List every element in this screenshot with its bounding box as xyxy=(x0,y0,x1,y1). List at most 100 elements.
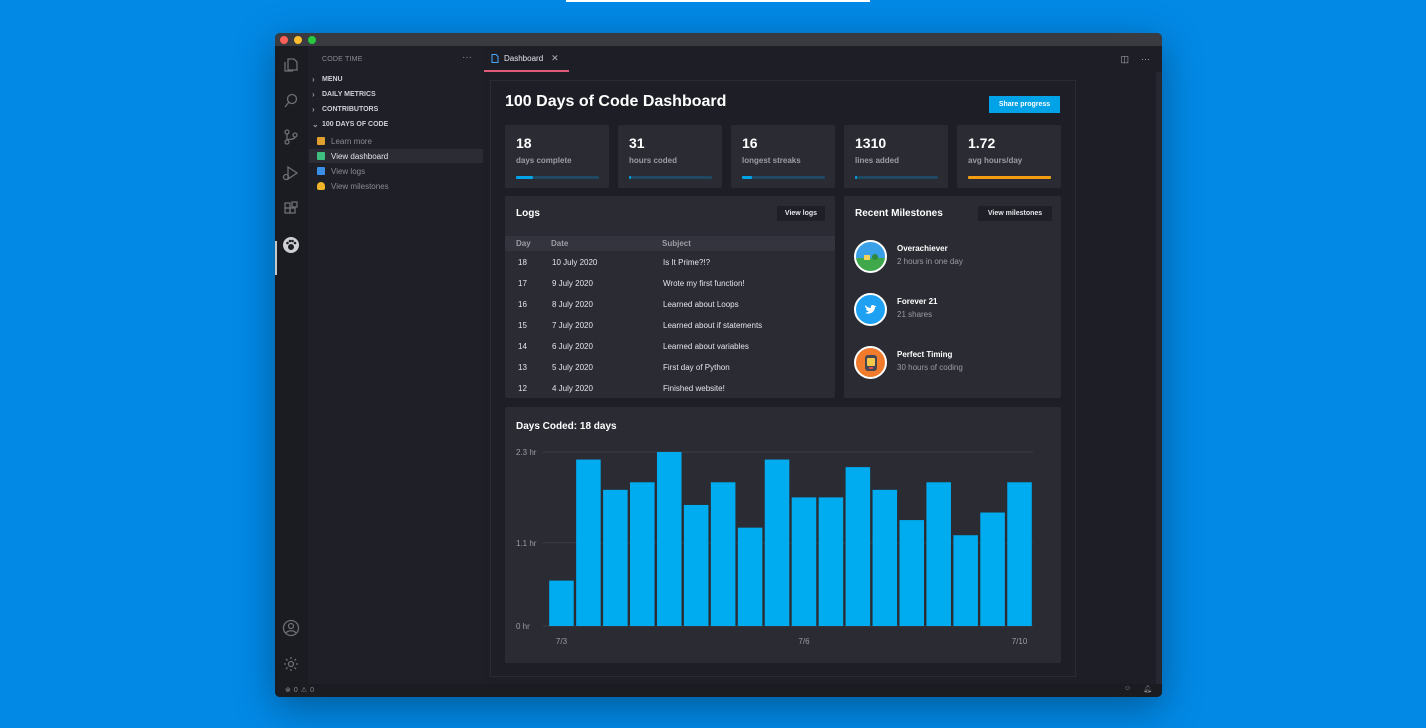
section-menu-label: MENU xyxy=(322,76,343,83)
table-row[interactable]: 16 8 July 2020 Learned about Loops xyxy=(505,293,835,314)
chart-bar xyxy=(737,527,763,626)
milestone-title: Perfect Timing xyxy=(897,350,953,359)
table-row[interactable]: 18 10 July 2020 Is It Prime?!? xyxy=(505,251,835,272)
error-icon: ⊗ xyxy=(285,687,291,694)
milestone-item[interactable]: Overachiever 2 hours in one day xyxy=(854,236,1054,276)
more-actions-icon[interactable]: ··· xyxy=(462,52,472,63)
chart-bar xyxy=(764,459,790,626)
view-logs-button[interactable]: View logs xyxy=(777,206,825,221)
section-menu[interactable]: › MENU xyxy=(312,75,343,84)
chart-bar xyxy=(1007,482,1032,626)
run-debug-icon[interactable] xyxy=(282,164,300,182)
chevron-down-icon: ⌄ xyxy=(312,120,319,129)
stat-progress-track xyxy=(516,176,599,179)
cell-date: 4 July 2020 xyxy=(552,384,593,393)
more-actions-icon[interactable]: ··· xyxy=(1141,54,1150,64)
section-contributors[interactable]: › CONTRIBUTORS xyxy=(312,105,378,114)
tab-dashboard[interactable]: Dashboard ✕ xyxy=(484,46,569,72)
stat-progress-track xyxy=(968,176,1051,179)
milestone-title: Overachiever xyxy=(897,244,948,253)
cell-day: 15 xyxy=(518,321,527,330)
chevron-right-icon: › xyxy=(312,105,315,114)
notifications-bell-icon[interactable]: 🔔︎ xyxy=(1143,686,1152,693)
explorer-icon[interactable] xyxy=(282,56,300,74)
top-edge-strip xyxy=(566,0,870,2)
table-row[interactable]: 14 6 July 2020 Learned about variables xyxy=(505,335,835,356)
sidebar-item-label: View logs xyxy=(331,166,366,176)
milestone-item[interactable]: Perfect Timing 30 hours of coding xyxy=(854,342,1054,382)
milestone-subtitle: 30 hours of coding xyxy=(897,363,963,372)
stat-card-avg-hours: 1.72 avg hours/day xyxy=(957,125,1061,188)
stat-label: hours coded xyxy=(629,156,678,165)
milestone-item[interactable]: Forever 21 21 shares xyxy=(854,289,1054,329)
sidebar-item-view-dashboard[interactable]: View dashboard xyxy=(309,149,483,163)
warning-icon: ⚠ xyxy=(300,687,308,694)
view-milestones-button[interactable]: View milestones xyxy=(978,206,1052,221)
logs-table-header: Day Date Subject xyxy=(505,236,835,251)
code-time-paw-icon[interactable] xyxy=(282,236,300,254)
section-daily-metrics[interactable]: › DAILY METRICS xyxy=(312,90,376,99)
section-daily-metrics-label: DAILY METRICS xyxy=(322,91,376,98)
file-icon xyxy=(491,53,499,63)
chart-bar xyxy=(845,467,871,626)
trophy-icon xyxy=(317,182,325,190)
stat-label: avg hours/day xyxy=(968,156,1023,165)
section-100-days-label: 100 DAYS OF CODE xyxy=(322,121,389,128)
error-count: 0 xyxy=(293,686,298,694)
stat-value: 18 xyxy=(516,135,532,151)
sidebar-item-label: View dashboard xyxy=(331,151,389,161)
sidebar-item-learn-more[interactable]: Learn more xyxy=(309,134,483,148)
cell-subject: Learned about Loops xyxy=(663,300,739,309)
column-header: Date xyxy=(551,239,569,248)
milestone-subtitle: 21 shares xyxy=(897,310,933,319)
clock-badge-icon xyxy=(854,346,887,379)
column-header: Day xyxy=(516,239,531,248)
close-window-button[interactable] xyxy=(280,36,288,44)
editor-actions: ◫ ··· xyxy=(1120,54,1150,65)
cell-day: 12 xyxy=(518,384,527,393)
split-editor-icon[interactable]: ◫ xyxy=(1120,54,1129,64)
vertical-scrollbar[interactable] xyxy=(1156,72,1162,684)
x-tick-label: 7/3 xyxy=(556,637,568,646)
feedback-icon[interactable]: ☺ xyxy=(1123,685,1132,692)
milestone-title: Forever 21 xyxy=(897,297,938,306)
milestones-card: Recent Milestones View milestones Overac… xyxy=(844,196,1061,398)
section-100-days[interactable]: ⌄ 100 DAYS OF CODE xyxy=(312,120,388,129)
logs-table-body[interactable]: 18 10 July 2020 Is It Prime?!? 17 9 July… xyxy=(505,251,835,397)
search-icon[interactable] xyxy=(282,92,300,110)
active-indicator xyxy=(275,241,277,275)
milestone-subtitle: 2 hours in one day xyxy=(897,257,963,266)
cell-subject: Learned about variables xyxy=(663,342,749,351)
cell-date: 9 July 2020 xyxy=(552,279,593,288)
table-row[interactable]: 13 5 July 2020 First day of Python xyxy=(505,356,835,377)
x-tick-label: 7/10 xyxy=(1012,637,1028,646)
maximize-window-button[interactable] xyxy=(308,36,316,44)
stat-label: longest streaks xyxy=(742,156,801,165)
status-bar: ⊗ 0 ⚠ 0 ☺ 🔔︎ xyxy=(275,684,1162,697)
chevron-right-icon: › xyxy=(312,75,315,84)
y-tick-label: 2.3 hr xyxy=(516,448,537,457)
table-row[interactable]: 17 9 July 2020 Wrote my first function! xyxy=(505,272,835,293)
sidebar-item-view-milestones[interactable]: View milestones xyxy=(309,179,483,193)
cell-date: 5 July 2020 xyxy=(552,363,593,372)
stat-value: 16 xyxy=(742,135,758,151)
close-tab-icon[interactable]: ✕ xyxy=(551,52,559,63)
stat-progress-fill xyxy=(855,176,858,179)
account-icon[interactable] xyxy=(282,619,300,637)
cell-subject: Wrote my first function! xyxy=(663,279,745,288)
extensions-icon[interactable] xyxy=(282,200,300,218)
table-row[interactable]: 15 7 July 2020 Learned about if statemen… xyxy=(505,314,835,335)
table-row[interactable]: 12 4 July 2020 Finished website! xyxy=(505,377,835,397)
stat-card-longest-streaks: 16 longest streaks xyxy=(731,125,835,188)
stat-progress-track xyxy=(742,176,825,179)
sidebar-item-view-logs[interactable]: View logs xyxy=(309,164,483,178)
stat-progress-fill xyxy=(742,176,752,179)
share-progress-button[interactable]: Share progress xyxy=(989,96,1060,113)
settings-gear-icon[interactable] xyxy=(282,655,300,673)
cell-subject: Is It Prime?!? xyxy=(663,258,711,267)
stat-label: lines added xyxy=(855,156,900,165)
editor-area: Dashboard ✕ ◫ ··· 100 Days of Code Dashb… xyxy=(484,46,1162,684)
minimize-window-button[interactable] xyxy=(294,36,302,44)
source-control-icon[interactable] xyxy=(282,128,300,146)
problems-indicator[interactable]: ⊗ 0 ⚠ 0 xyxy=(285,686,314,695)
